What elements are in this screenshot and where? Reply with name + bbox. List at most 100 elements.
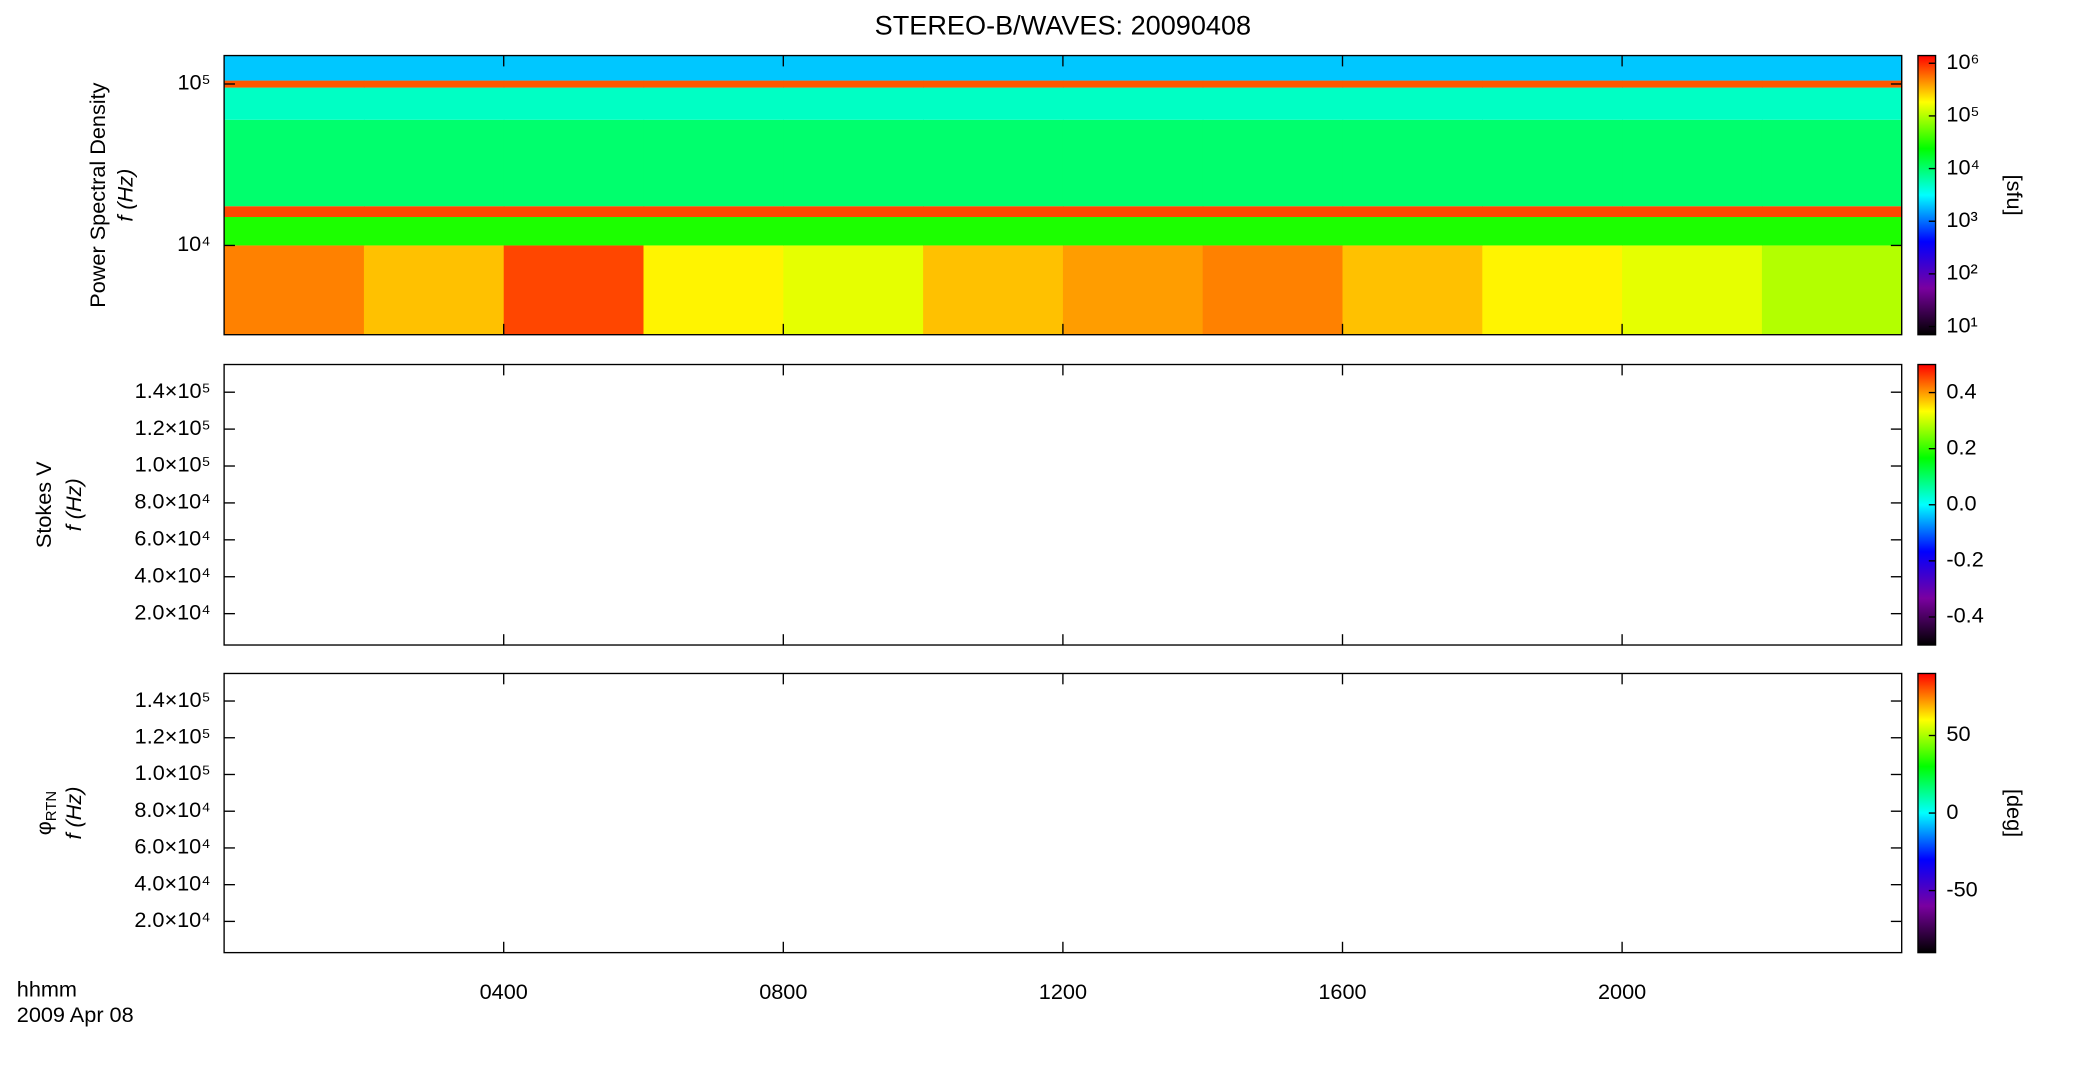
spectrogram-cell [783,87,924,120]
y-axis-label-sub: RTN [44,791,60,821]
spectrogram-cell [1761,87,1903,120]
y-tick-label: 2.0×10⁴ [134,907,210,932]
colorbar-label: [deg] [2002,789,2027,837]
y-tick-label: 8.0×10⁴ [134,797,210,822]
y-tick-label: 2.0×10⁴ [134,599,210,624]
y-axis-unit: f (Hz) [61,787,86,840]
spectrogram-cell [923,206,1064,218]
spectrogram-cell [1482,206,1623,218]
spectrogram-cell [1062,119,1204,207]
spectrogram-cell [1482,55,1623,81]
spectrogram-cell [224,55,365,81]
spectrogram-cell [1342,80,1483,88]
spectrogram-cell [923,55,1064,81]
y-tick-label: 1.0×10⁵ [135,760,211,785]
colorbar-tick-label: 10⁴ [1946,154,1979,179]
x-tick-label: 0800 [759,979,807,1004]
y-axis-unit: f (Hz) [61,478,86,531]
y-axis-unit: f (Hz) [112,169,137,222]
spectrogram-cell [783,80,924,88]
spectrogram-cell [1062,217,1204,246]
spectrogram-cell [1062,87,1204,120]
spectrogram-cell [1761,206,1903,218]
spectrogram-cell [363,217,505,246]
x-tick-label: 1200 [1039,979,1087,1004]
spectrogram-cell [1482,217,1623,246]
spectrogram-cell [783,217,924,246]
spectrogram-cell [923,87,1064,120]
spectrogram-cell [1482,80,1623,88]
spectrogram-cell [1622,217,1763,246]
y-tick-label: 4.0×10⁴ [134,562,210,587]
colorbar-tick-label: 0 [1946,799,1958,824]
spectrogram-cell [783,119,924,207]
spectrogram-cell [1622,206,1763,218]
x-tick-label: 1600 [1318,979,1366,1004]
spectrogram-cell [783,206,924,218]
spectrogram-cell [1342,245,1483,335]
spectrogram-cell [1761,55,1903,81]
colorbar-tick-label: 0.4 [1946,378,1976,403]
spectrogram-cell [643,206,784,218]
colorbar-tick-label: -50 [1946,876,1977,901]
spectrogram-cell [224,206,365,218]
spectrogram-cell [1342,217,1483,246]
spectrogram-cell [1622,80,1763,88]
spectrogram-cell [1622,119,1763,207]
spectrogram-cell [503,80,645,88]
spectrogram-cell [363,80,505,88]
y-tick-label: 6.0×10⁴ [134,526,210,551]
spectrogram-cell [363,87,505,120]
y-axis-label-main: φ [31,821,56,835]
spectrogram-cell [363,55,505,81]
spectrogram-cell [503,119,645,207]
spectrogram-cell [1202,55,1344,81]
colorbar-tick-label: 10² [1946,260,1977,285]
y-axis-label-main: Stokes V [31,461,56,548]
spectrogram-cell [503,206,645,218]
spectrogram-cell [503,217,645,246]
y-axis-label: φRTN [31,791,60,835]
y-tick-label: 1.4×10⁵ [135,687,211,712]
y-tick-label: 1.2×10⁵ [135,723,211,748]
spectrogram-cell [643,245,784,335]
spectrogram-cell [1622,245,1763,335]
plot-frame [223,363,1903,646]
y-tick-label: 4.0×10⁴ [134,870,210,895]
spectrogram-cell [1342,119,1483,207]
spectrogram-cell [643,217,784,246]
spectrogram-cell [1482,119,1623,207]
time-label: hhmm [17,976,77,1001]
spectrogram-cell [224,119,365,207]
spectrogram-cell [1202,87,1344,120]
spectrogram-cell [224,80,365,88]
colorbar-tick-label: 10⁶ [1946,49,1979,74]
spectrogram-cell [1482,87,1623,120]
spectrogram-cell [1202,206,1344,218]
spectrogram-cell [923,217,1064,246]
spectrogram-cell [1622,55,1763,81]
spectrogram-cell [1062,55,1204,81]
spectrogram-cell [1342,55,1483,81]
colorbar-tick-label: -0.2 [1946,547,1983,572]
spectrogram-cell [923,80,1064,88]
spectrogram-cell [503,55,645,81]
spectrogram-cell [1761,217,1903,246]
y-axis-label: Power Spectral Density [85,82,110,307]
spectrogram-cell [923,119,1064,207]
y-tick-label: 1.0×10⁵ [135,452,211,477]
spectrogram-cell [643,80,784,88]
spectrogram-cell [224,245,365,335]
x-tick-label: 2000 [1598,979,1646,1004]
spectrogram-cell [1202,119,1344,207]
spectrogram-cell [1482,245,1623,335]
colorbar-tick-label: 0.2 [1946,434,1976,459]
spectrogram-cell [1062,80,1204,88]
y-tick-label: 8.0×10⁴ [134,489,210,514]
spectrogram-cell [363,119,505,207]
y-tick-label: 10⁵ [177,70,210,95]
spectrogram-cell [783,55,924,81]
spectrogram-cell [923,245,1064,335]
